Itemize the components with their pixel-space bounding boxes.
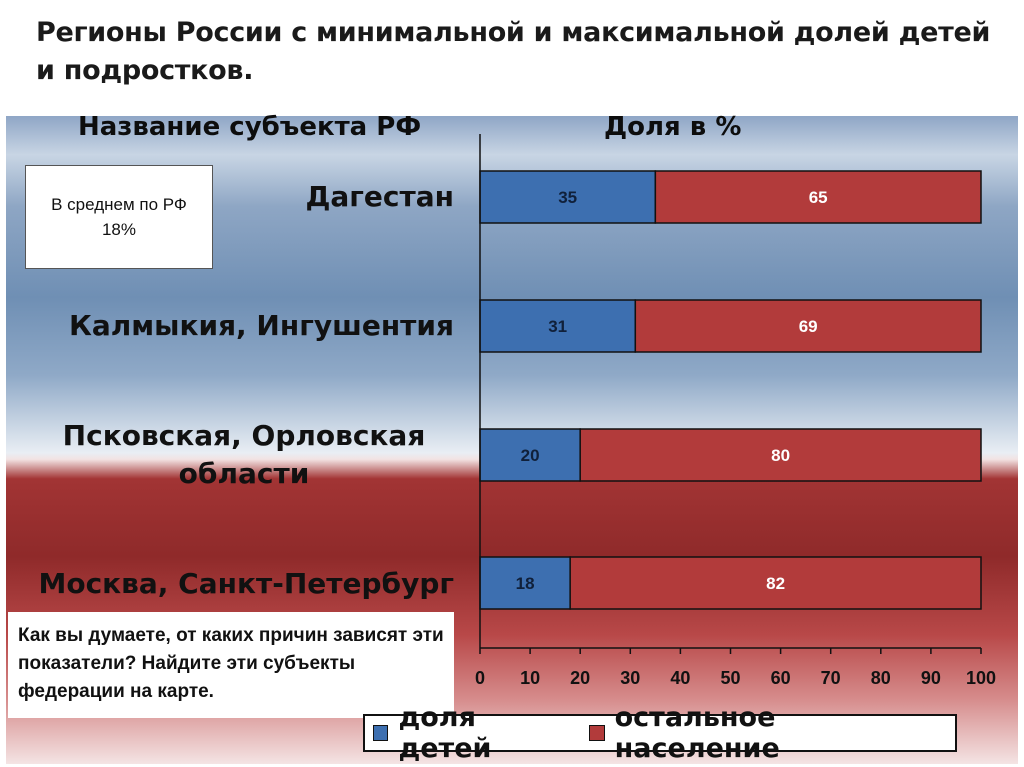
x-tick-label-7: 70 — [821, 668, 841, 688]
subject-column-header: Название субъекта РФ — [78, 112, 422, 142]
bar-rest-2 — [579, 428, 982, 482]
bar-rest-0 — [654, 170, 982, 224]
legend-swatch-rest — [589, 725, 605, 741]
x-tick-label-6: 60 — [771, 668, 791, 688]
data-label-children-3: 18 — [516, 574, 535, 593]
legend: доля детей остальное население — [363, 702, 957, 764]
data-label-rest-0: 65 — [809, 188, 828, 207]
data-label-rest-3: 82 — [766, 574, 785, 593]
x-tick-label-3: 30 — [620, 668, 640, 688]
x-tick-label-9: 90 — [921, 668, 941, 688]
average-value: 18% — [101, 220, 136, 239]
average-label: В среднем по РФ — [51, 195, 187, 214]
bar-children-1 — [479, 299, 637, 353]
x-tick-label-0: 0 — [475, 668, 485, 688]
category-label-3: Москва, Санкт-Петербург — [38, 567, 454, 600]
legend-item-rest: остальное население — [589, 702, 937, 764]
x-tick-label-1: 10 — [520, 668, 540, 688]
legend-label-rest: остальное население — [614, 702, 780, 764]
data-label-rest-1: 69 — [799, 317, 818, 336]
x-tick-label-10: 100 — [966, 668, 996, 688]
average-box: В среднем по РФ 18% — [25, 165, 213, 269]
legend-label-children: доля детей — [398, 702, 492, 764]
x-tick-label-5: 50 — [720, 668, 740, 688]
share-column-header: Доля в % — [604, 112, 742, 142]
category-label-1: Калмыкия, Ингушентия — [68, 309, 454, 342]
data-label-children-1: 31 — [548, 317, 567, 336]
data-label-rest-2: 80 — [771, 446, 790, 465]
legend-item-children: доля детей — [373, 702, 571, 764]
slide-title: Регионы России с минимальной и максималь… — [36, 17, 991, 86]
x-tick-label-4: 40 — [670, 668, 690, 688]
bar-rest-3 — [569, 556, 982, 610]
data-label-children-0: 35 — [558, 188, 577, 207]
x-tick-label-2: 20 — [570, 668, 590, 688]
question-box: Как вы думаете, от каких причин зависят … — [8, 612, 454, 718]
category-label-0: Дагестан — [305, 180, 454, 213]
legend-swatch-children — [373, 725, 389, 741]
bar-rest-1 — [634, 299, 982, 353]
data-label-children-2: 20 — [521, 446, 540, 465]
x-tick-label-8: 80 — [871, 668, 891, 688]
category-label-2: Псковская, Орловская области — [62, 419, 426, 490]
